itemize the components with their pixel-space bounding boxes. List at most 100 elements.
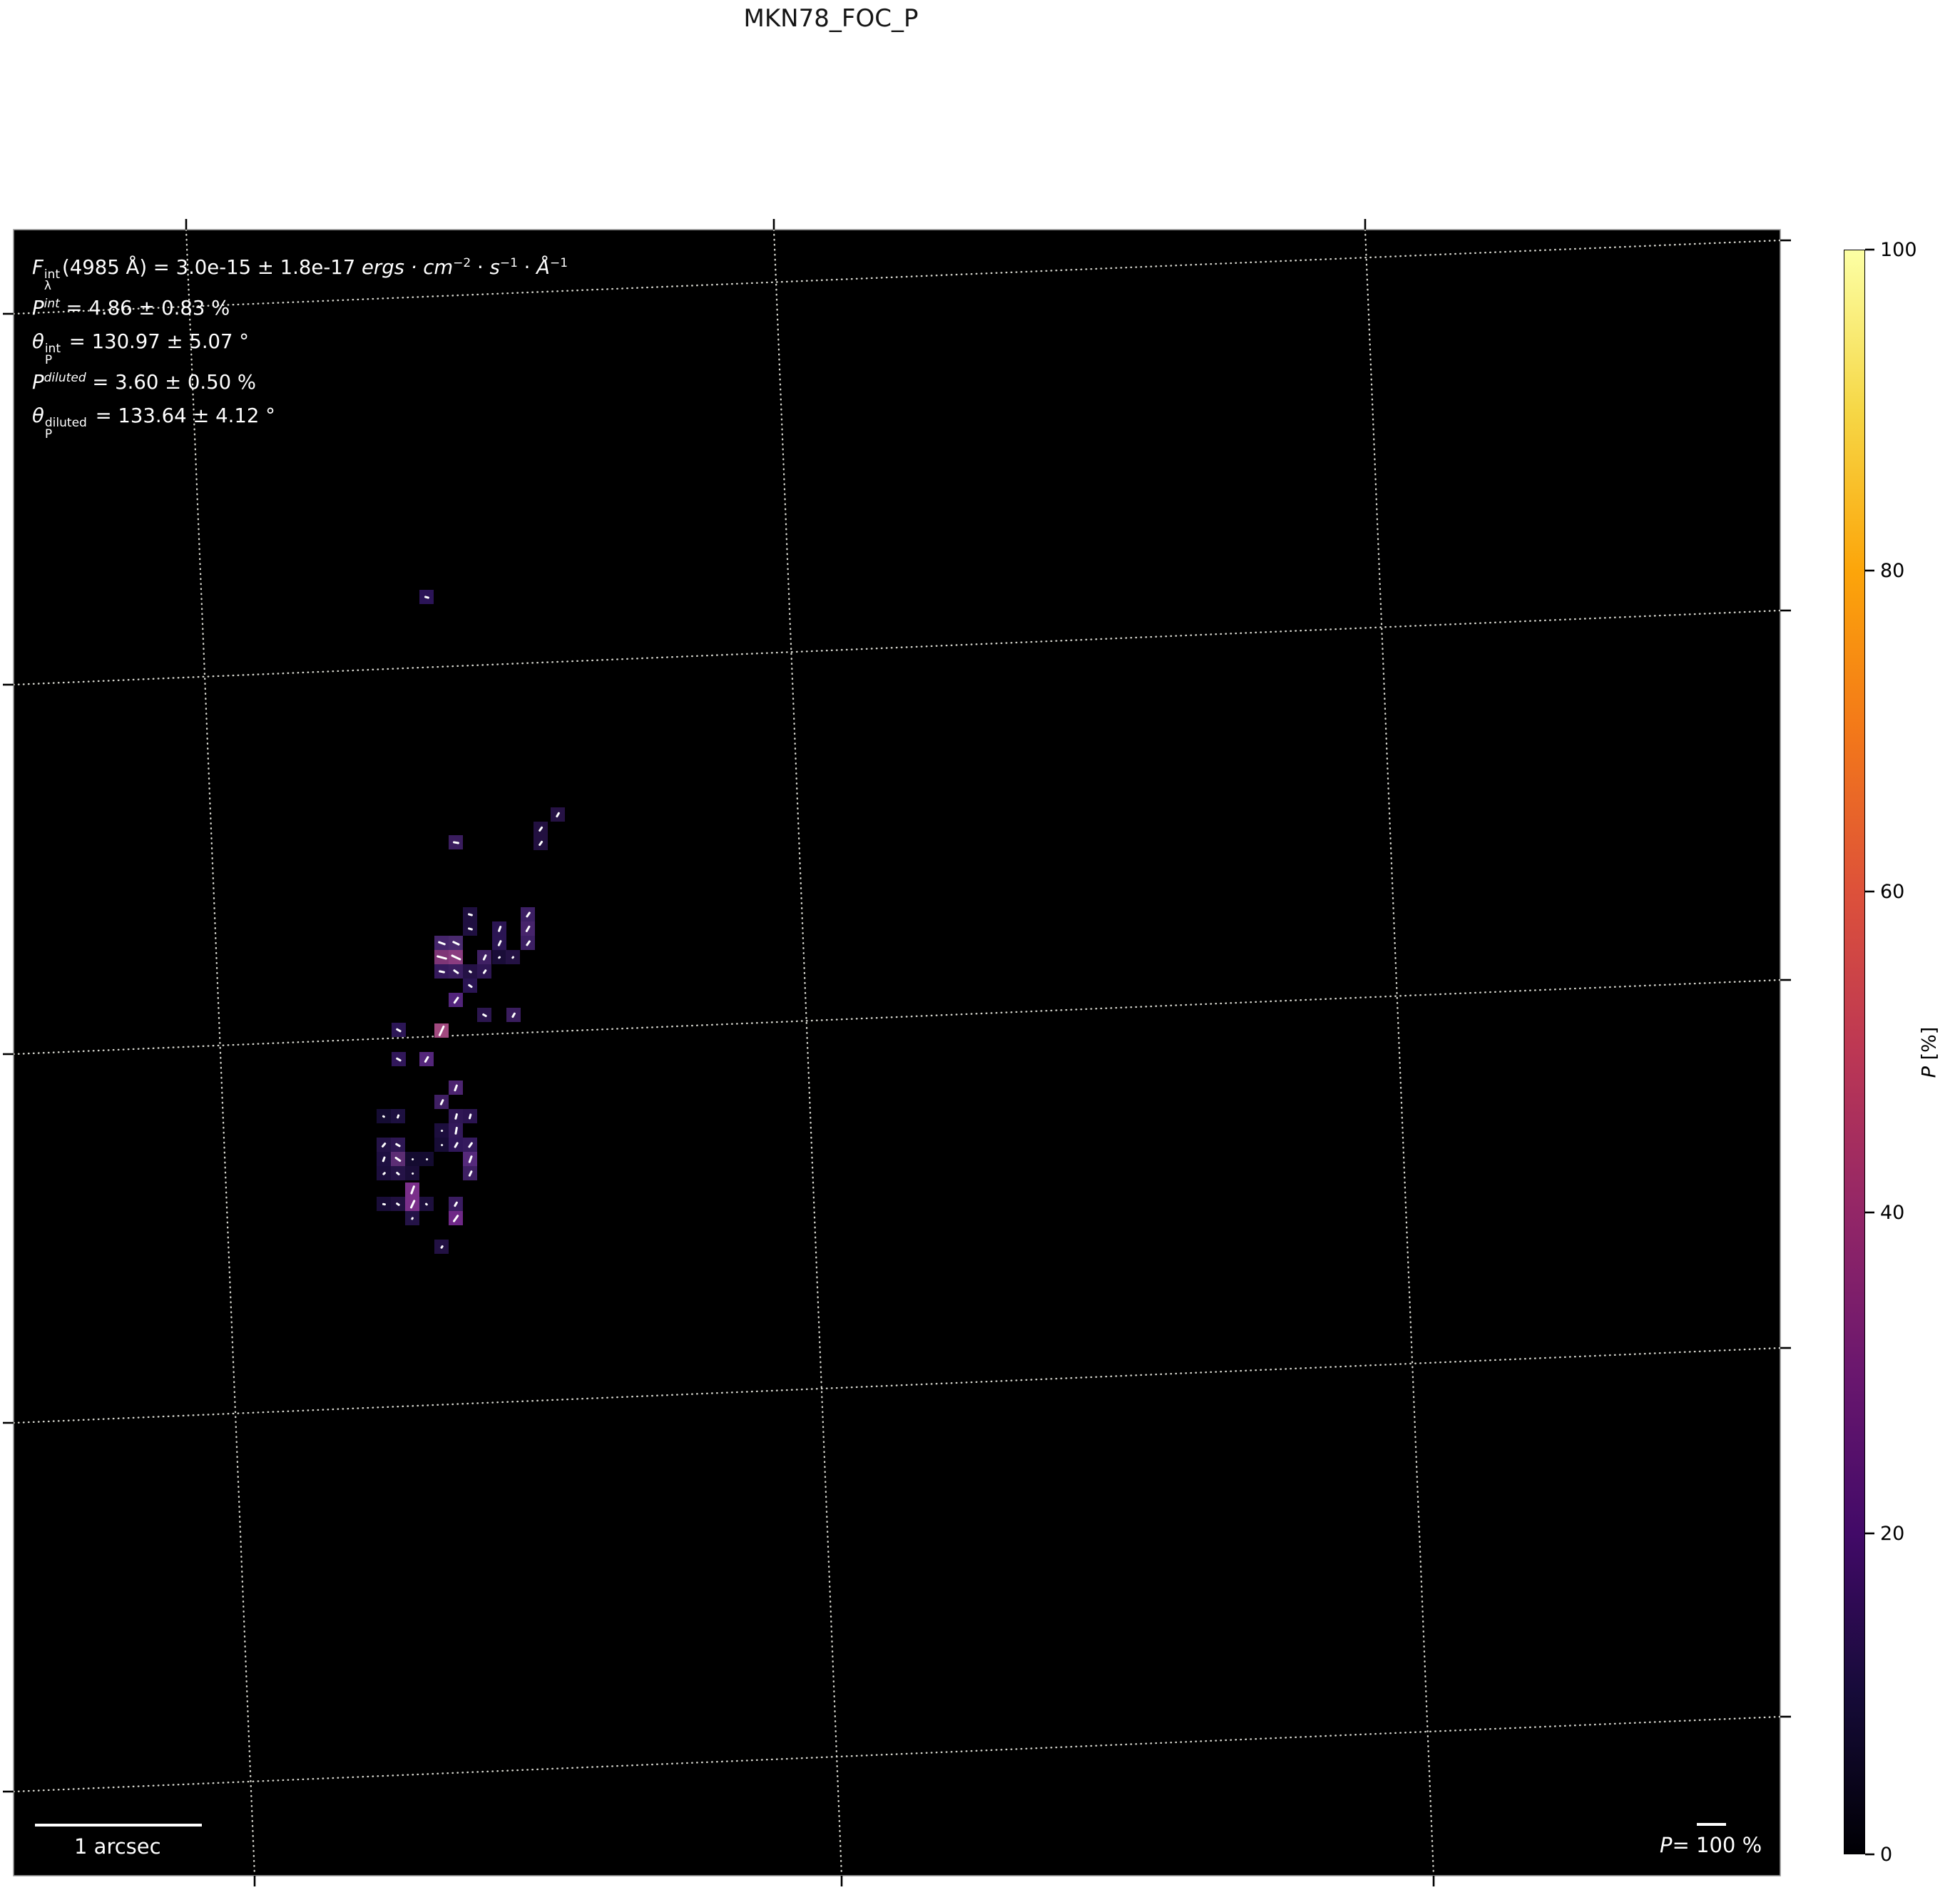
polarization-cell	[391, 1138, 405, 1152]
polarization-vector	[481, 1013, 487, 1017]
polarization-cell	[492, 950, 506, 964]
polarization-vector	[424, 1055, 429, 1063]
colorbar-title: P [%]	[1918, 1026, 1941, 1078]
polarization-vector	[424, 595, 429, 599]
polarization-cell	[405, 1197, 419, 1211]
polarization-vector	[394, 1156, 402, 1162]
polarization-vector	[395, 1171, 401, 1175]
polarization-cell	[477, 950, 491, 964]
polarization-cell	[405, 1211, 419, 1225]
polarization-cell	[449, 1109, 463, 1123]
polarization-vector	[450, 954, 461, 961]
polarization-cell	[392, 1052, 406, 1066]
polarization-vector	[452, 996, 459, 1004]
polarization-cell	[377, 1138, 391, 1152]
polarization-cell	[449, 964, 463, 979]
polarization-vector	[436, 954, 447, 960]
polarization-cell	[391, 1166, 405, 1180]
polarization-vector	[467, 1170, 473, 1177]
vector-length-reference-label: P= 100 %	[1660, 1833, 1762, 1857]
polarization-cell	[419, 590, 434, 604]
polarization-vector	[468, 1113, 472, 1120]
polarization-vector	[467, 926, 473, 931]
polarization-vector	[481, 969, 487, 974]
polarization-cell	[521, 921, 535, 936]
vector-length-reference-line	[1697, 1823, 1726, 1826]
polarization-cell	[377, 1197, 391, 1211]
polarization-vector	[410, 1216, 414, 1220]
polarization-vector	[452, 840, 459, 844]
polarization-vector	[439, 1245, 444, 1249]
annotation-p-diluted: Pdiluted = 3.60 ± 0.50 %	[32, 371, 257, 394]
polarization-cell	[463, 907, 477, 921]
scalebar-label: 1 arcsec	[74, 1834, 161, 1859]
polarization-cell	[506, 950, 520, 964]
colorbar	[1844, 250, 1865, 1854]
annotation-theta-diluted: θ diluted P = 133.64 ± 4.12 °	[32, 404, 275, 442]
polarization-vector	[453, 1141, 459, 1148]
polarization-vector	[394, 1142, 402, 1148]
polarization-cell	[463, 964, 477, 979]
polarization-vector	[452, 1214, 459, 1222]
polarization-vector	[424, 1202, 429, 1206]
polarization-cell	[551, 807, 565, 822]
figure-title: MKN78_FOC_P	[743, 4, 919, 33]
polarization-vector	[497, 955, 501, 959]
polarization-cell	[434, 1138, 449, 1152]
polarization-cell	[391, 1197, 405, 1211]
polarization-cell	[534, 822, 548, 836]
polarization-vector	[497, 925, 501, 932]
polarization-vector	[438, 1025, 445, 1036]
polarization-vector	[555, 811, 561, 818]
polarization-cell	[463, 1138, 477, 1152]
polarization-cell	[377, 1109, 391, 1123]
polarization-vector	[438, 969, 445, 974]
polarization-vector	[381, 1142, 387, 1148]
polarization-cell	[405, 1166, 419, 1180]
polarization-vector	[382, 1202, 386, 1205]
polarization-cell	[377, 1152, 391, 1166]
polarization-cell	[405, 1182, 419, 1197]
polarization-vector	[454, 1113, 458, 1120]
polarization-cell	[449, 1138, 463, 1152]
polarization-cell	[449, 1211, 463, 1225]
polarization-cell	[506, 1008, 521, 1022]
polarization-vector	[409, 1185, 415, 1195]
polarization-vector	[525, 924, 531, 933]
polarization-vector	[409, 1199, 415, 1209]
polarization-cells-layer	[14, 230, 1780, 1876]
polarization-vector	[424, 1157, 429, 1161]
polarization-cell	[449, 950, 463, 964]
polarization-vector	[452, 969, 459, 974]
polarization-vector	[454, 1083, 458, 1092]
polarization-cell	[521, 936, 535, 950]
polarization-cell	[391, 1109, 405, 1123]
polarization-cell	[434, 950, 449, 964]
polarization-vector	[382, 1171, 386, 1175]
polarization-cell	[434, 1095, 449, 1109]
colorbar-tick-label: 80	[1880, 560, 1905, 582]
polarization-cell	[449, 936, 463, 950]
polarization-vector	[467, 912, 473, 916]
polarization-cell	[405, 1152, 419, 1166]
polarization-cell	[419, 1152, 434, 1166]
polarization-vector	[467, 1141, 473, 1148]
polarization-vector	[525, 911, 531, 918]
polarization-cell	[434, 1123, 449, 1138]
polarization-cell	[463, 979, 477, 993]
polarization-vector	[395, 1027, 402, 1033]
polarization-cell	[434, 1023, 449, 1038]
colorbar-tick-label: 0	[1880, 1844, 1893, 1866]
polarization-cell	[534, 836, 548, 850]
colorbar-tick-label: 100	[1880, 239, 1917, 261]
polarization-cell	[392, 1023, 406, 1037]
polarization-cell	[377, 1166, 391, 1180]
polarization-vector	[395, 1202, 401, 1206]
polarization-vector	[525, 939, 531, 946]
polarization-vector	[453, 1200, 459, 1207]
polarization-vector	[396, 1113, 400, 1119]
polarization-cell	[449, 1123, 463, 1138]
polarization-cell	[463, 921, 477, 936]
